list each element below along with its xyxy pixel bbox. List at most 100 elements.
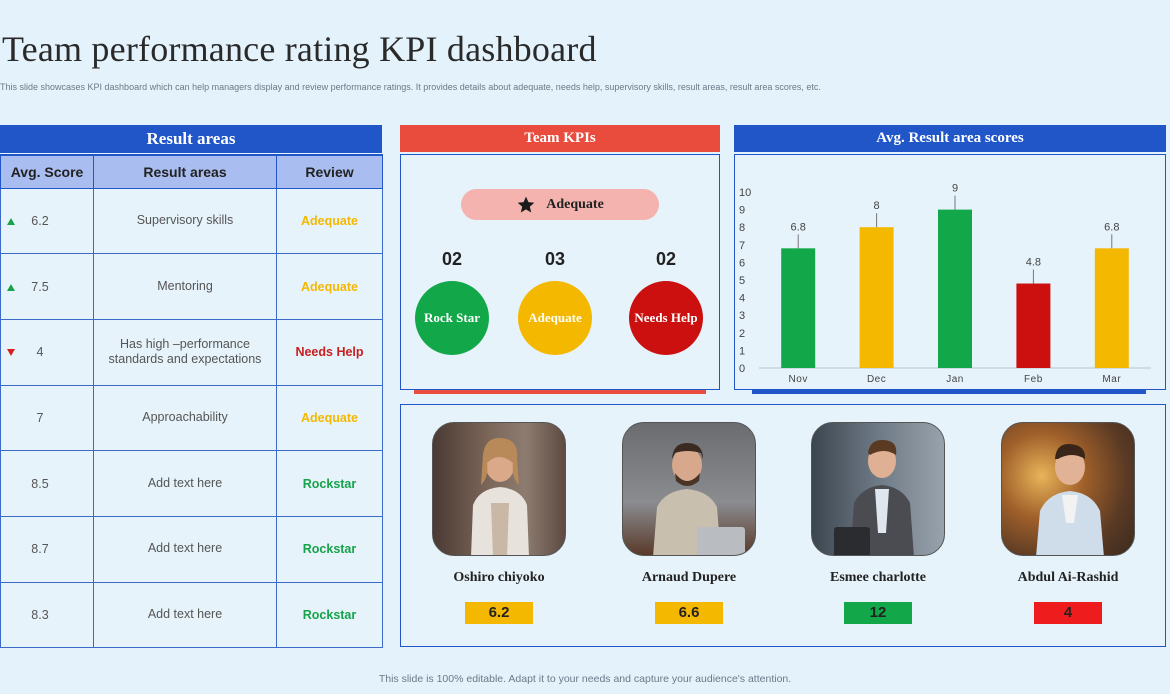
avg-score-value: 4 — [36, 345, 44, 360]
table-header-row: Avg. Score Result areas Review — [0, 154, 383, 189]
person-silhouette-icon — [653, 443, 745, 555]
y-tick-label: 2 — [739, 328, 745, 340]
avg-score-cell: 8.5 — [0, 450, 94, 517]
y-tick-label: 7 — [739, 240, 745, 252]
member-photo — [1001, 422, 1135, 556]
avg-score-value: 7.5 — [31, 279, 49, 294]
y-tick-label: 1 — [739, 345, 745, 357]
result-area-cell: Add text here — [93, 450, 277, 517]
adequate-badge: Adequate — [461, 189, 659, 220]
bar-nov — [781, 248, 816, 368]
table-row[interactable]: 7 Approachability Adequate — [0, 384, 383, 452]
avg-score-value: 6.2 — [31, 213, 49, 228]
result-areas-table: Avg. Score Result areas Review 6.2 Superv… — [0, 154, 383, 649]
result-area-cell: Mentoring — [93, 253, 277, 320]
member-photo — [622, 422, 756, 556]
table-row[interactable]: 4 Has high –performance standards and exp… — [0, 318, 383, 386]
data-label: 8 — [874, 200, 880, 212]
member-score-badge: 6.6 — [655, 602, 723, 624]
team-members-panel: Oshiro chiyoko 6.2 Arnaud Dupere 6.6 — [400, 404, 1166, 647]
y-tick-label: 10 — [739, 187, 751, 199]
review-cell: Adequate — [276, 384, 383, 452]
result-area-cell: Add text here — [93, 515, 277, 583]
result-area-cell: Supervisory skills — [93, 187, 277, 255]
review-cell: Adequate — [276, 253, 383, 320]
y-tick-label: 6 — [739, 257, 745, 269]
y-tick-label: 0 — [739, 363, 745, 375]
person-silhouette-icon — [1036, 443, 1104, 555]
result-area-scores-chart: 0 1 2 3 4 5 6 7 8 9 10 6.8 Nov 8 Dec 9 Jan 4.8 Feb 6.8 Mar — [734, 154, 1166, 390]
column-header-avg-score[interactable]: Avg. Score — [0, 154, 94, 189]
x-tick-label: Dec — [867, 374, 886, 385]
team-member-card[interactable]: Arnaud Dupere 6.6 — [622, 422, 756, 624]
column-header-result-areas[interactable]: Result areas — [93, 154, 277, 189]
team-member-card[interactable]: Abdul Ai-Rashid 4 — [1001, 422, 1135, 624]
review-cell: Rockstar — [276, 581, 383, 649]
y-tick-label: 3 — [739, 310, 745, 322]
avg-score-cell: 8.3 — [0, 581, 94, 649]
team-member-card[interactable]: Oshiro chiyoko 6.2 — [432, 422, 566, 624]
avg-score-cell: 6.2 — [0, 187, 94, 255]
review-cell: Needs Help — [276, 318, 383, 386]
kpi-adequate: 03 Adequate — [518, 249, 592, 355]
page-title: Team performance rating KPI dashboard — [2, 29, 597, 69]
x-tick-label: Mar — [1102, 374, 1121, 385]
y-tick-label: 5 — [739, 275, 745, 287]
member-score-badge: 6.2 — [465, 602, 533, 624]
avg-score-cell: 8.7 — [0, 515, 94, 583]
bar-mar — [1094, 248, 1129, 368]
kpi-count: 02 — [441, 249, 463, 269]
member-name: Oshiro chiyoko — [453, 570, 545, 585]
table-row[interactable]: 7.5 Mentoring Adequate — [0, 253, 383, 320]
trend-up-icon — [7, 218, 15, 226]
bar-feb — [1016, 283, 1051, 368]
data-label: 9 — [952, 183, 958, 195]
star-icon — [517, 196, 535, 212]
team-kpis-heading: Team KPIs — [400, 125, 720, 152]
bar-jan — [938, 209, 972, 368]
table-row[interactable]: 6.2 Supervisory skills Adequate — [0, 187, 383, 255]
result-area-cell: Add text here — [93, 581, 277, 649]
kpi-panel-accent — [414, 390, 706, 394]
x-tick-label: Jan — [946, 374, 964, 385]
member-score-badge: 12 — [844, 602, 912, 624]
table-row[interactable]: 8.5 Add text here Rockstar — [0, 450, 383, 517]
data-label: 4.8 — [1026, 257, 1041, 269]
avg-score-value: 8.3 — [31, 607, 49, 622]
trend-down-icon — [7, 349, 15, 357]
avg-score-value: 7 — [36, 410, 44, 425]
column-header-review[interactable]: Review — [276, 154, 383, 189]
member-photo — [432, 422, 566, 556]
member-photo — [811, 422, 945, 556]
result-area-cell: Has high –performance standards and expe… — [93, 318, 277, 386]
data-label: 6.8 — [1104, 221, 1119, 233]
avg-score-cell: 4 — [0, 318, 94, 386]
team-kpis-panel: Adequate 02 Rock Star 03 Adequate 02 Nee… — [400, 154, 720, 390]
kpi-needs-help: 02 Needs Help — [629, 249, 703, 355]
person-silhouette-icon — [834, 439, 914, 555]
adequate-badge-label: Adequate — [546, 196, 604, 212]
y-tick-label: 4 — [739, 293, 745, 305]
kpi-count: 02 — [655, 249, 677, 269]
review-cell: Rockstar — [276, 515, 383, 583]
member-name: Abdul Ai-Rashid — [1017, 570, 1119, 585]
review-cell: Rockstar — [276, 450, 383, 517]
table-row[interactable]: 8.3 Add text here Rockstar — [0, 581, 383, 649]
member-score-badge: 4 — [1034, 602, 1102, 624]
kpi-circle: Needs Help — [629, 281, 703, 355]
x-tick-label: Feb — [1024, 374, 1043, 385]
table-row[interactable]: 8.7 Add text here Rockstar — [0, 515, 383, 583]
slide-footer: This slide is 100% editable. Adapt it to… — [378, 673, 792, 685]
y-tick-label: 9 — [739, 205, 745, 217]
data-label: 6.8 — [791, 221, 806, 233]
kpi-count: 03 — [544, 249, 566, 269]
avg-score-cell: 7.5 — [0, 253, 94, 320]
trend-up-icon — [7, 283, 15, 291]
team-member-card[interactable]: Esmee charlotte 12 — [811, 422, 945, 624]
member-name: Arnaud Dupere — [641, 570, 737, 585]
chart-heading: Avg. Result area scores — [734, 125, 1166, 152]
kpi-label: Needs Help — [634, 310, 698, 325]
chart-panel-accent — [752, 390, 1146, 394]
kpi-label: Rock Star — [424, 310, 480, 325]
result-area-cell: Approachability — [93, 384, 277, 452]
